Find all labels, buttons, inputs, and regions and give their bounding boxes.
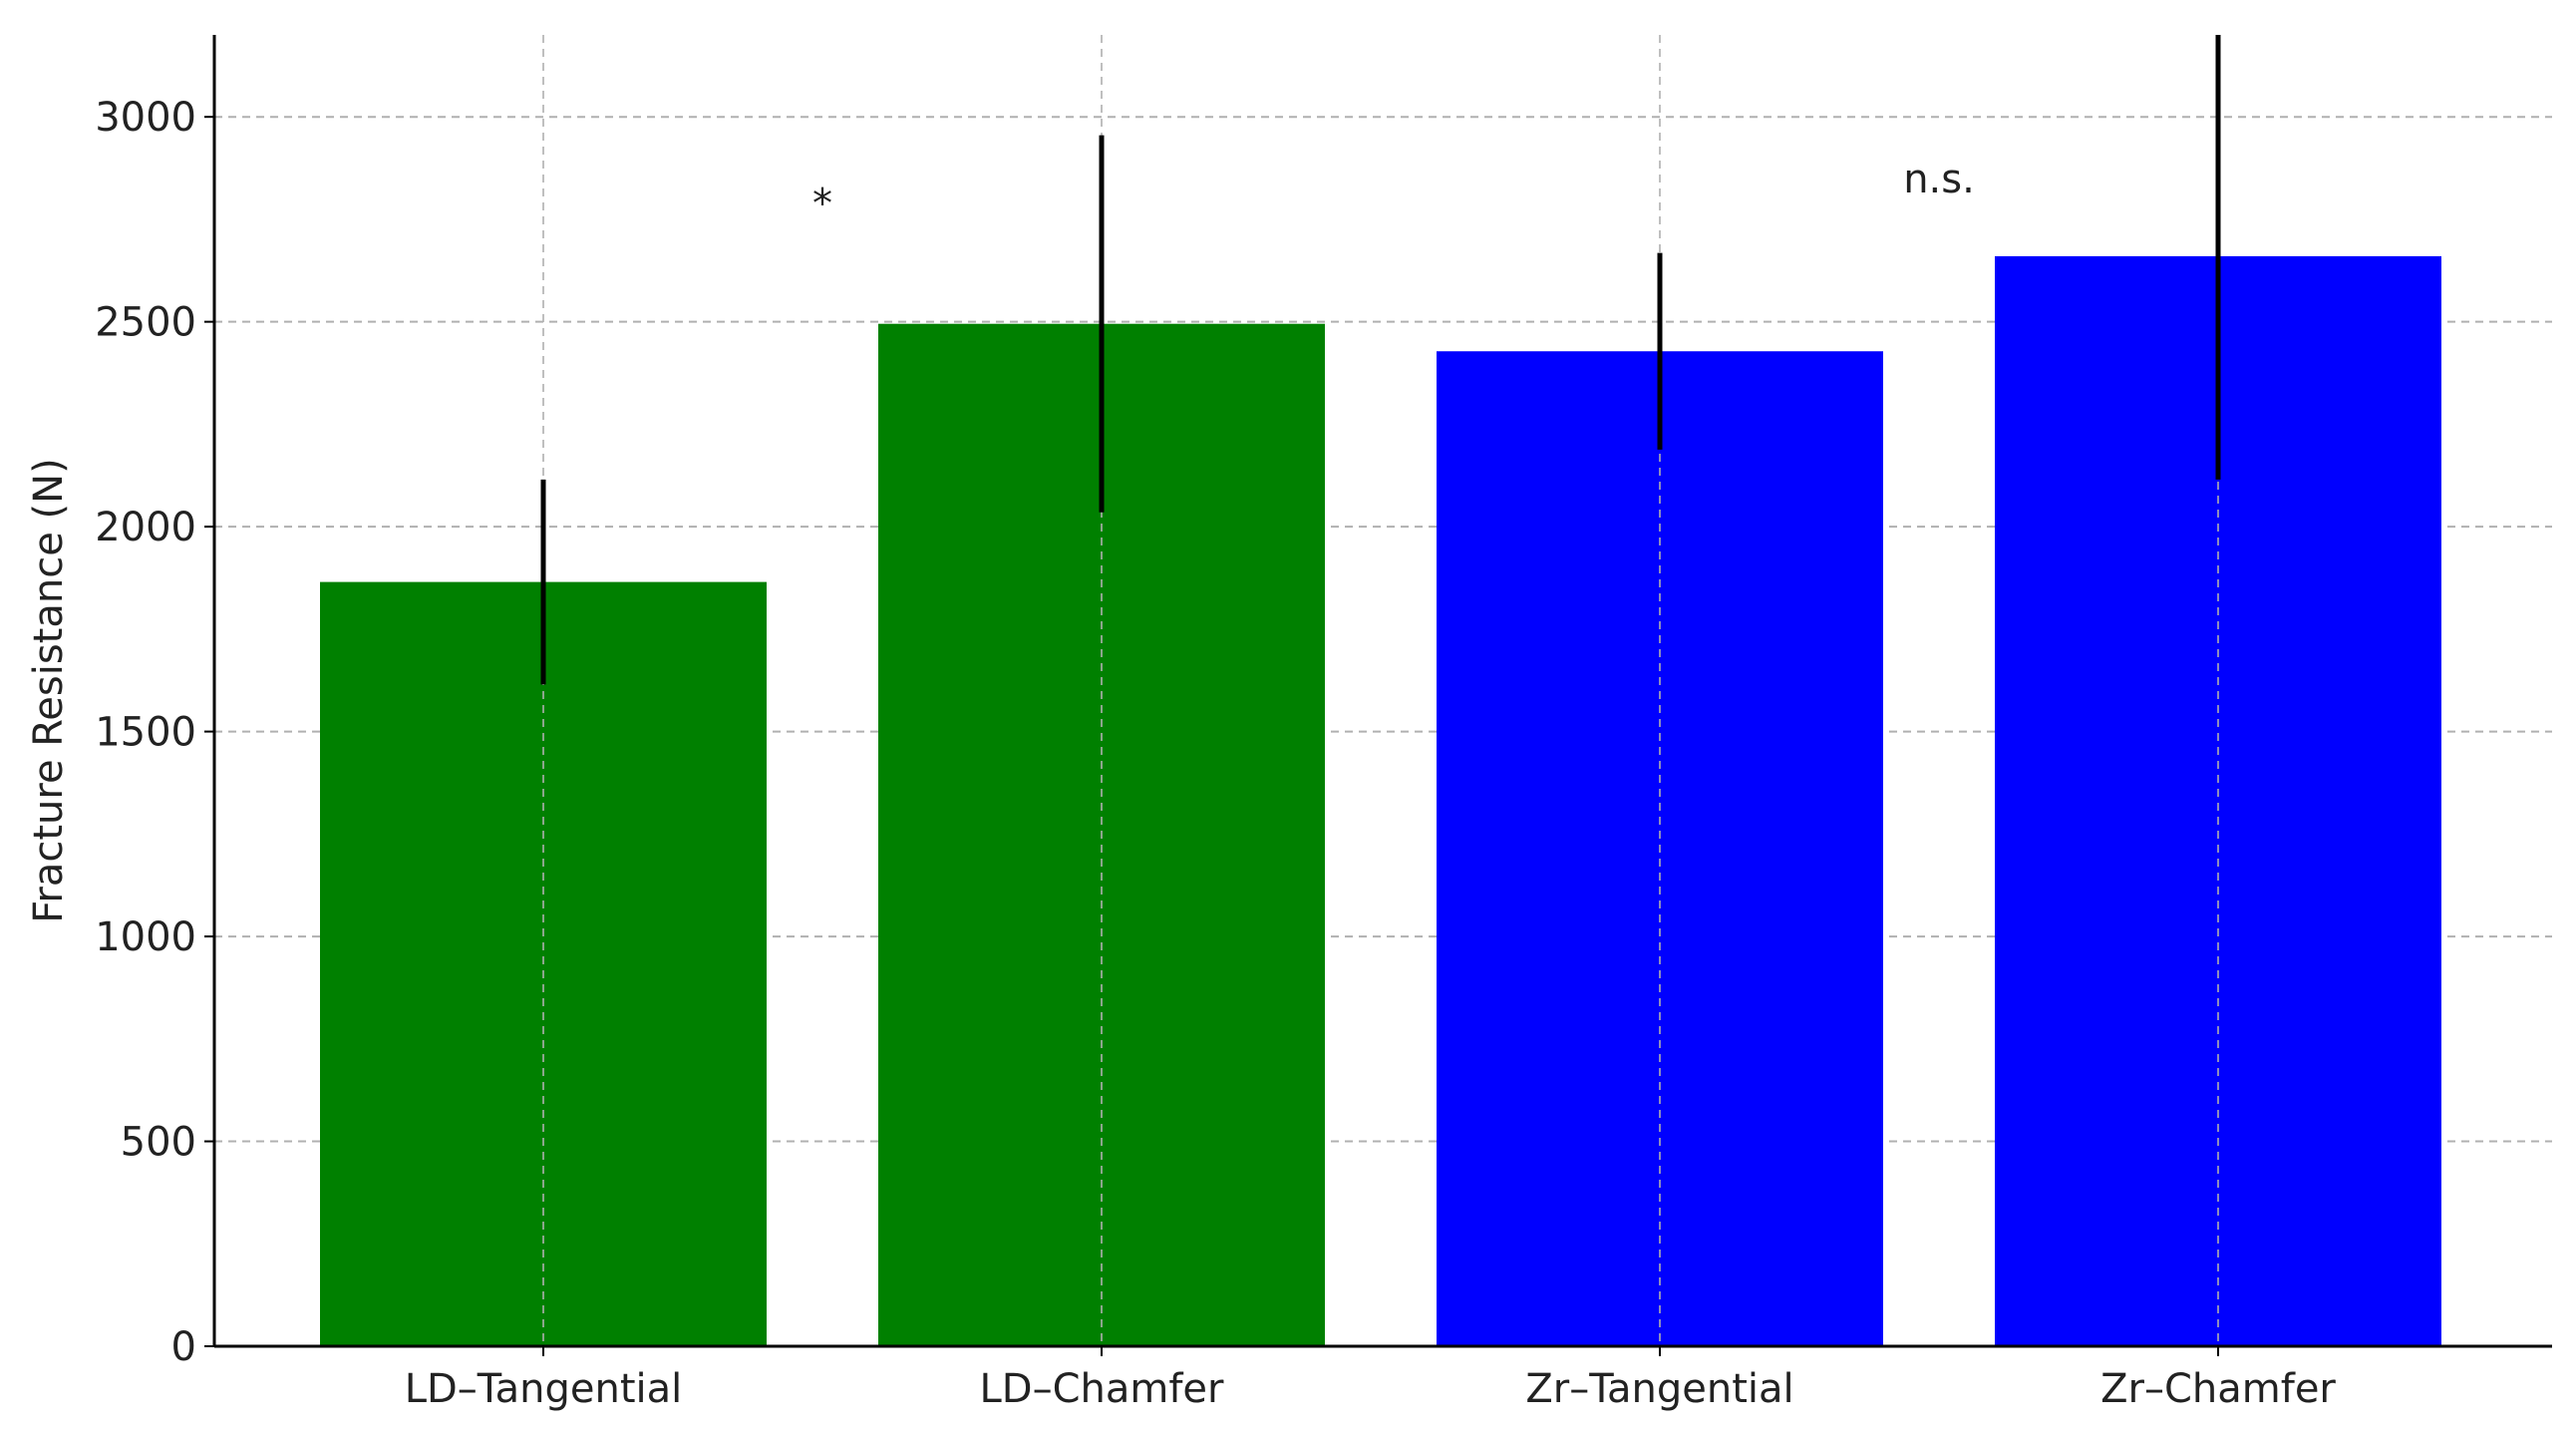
x-tick-label: LD–Tangential bbox=[405, 1366, 683, 1412]
x-tick-label: Zr–Chamfer bbox=[2100, 1366, 2336, 1412]
tick-labels: 0 500 1000 1500 2000 2500 3000 LD–Tangential LD–… bbox=[95, 95, 2336, 1412]
significance-annotation: * bbox=[812, 180, 832, 226]
axes bbox=[212, 35, 2552, 1348]
x-tick-label: Zr–Tangential bbox=[1525, 1366, 1793, 1412]
error-bars bbox=[540, 35, 2221, 685]
y-tick-label: 1500 bbox=[95, 710, 196, 756]
y-axis-label: Fracture Resistance (N) bbox=[26, 458, 72, 922]
vertical-grid-lines bbox=[542, 35, 2219, 1346]
annotations: * n.s. bbox=[812, 157, 1975, 227]
significance-annotation: n.s. bbox=[1903, 157, 1975, 202]
y-tick-label: 3000 bbox=[95, 95, 196, 141]
y-tick-label: 2000 bbox=[95, 505, 196, 550]
y-tick-label: 1000 bbox=[95, 914, 196, 960]
y-tick-label: 500 bbox=[121, 1120, 196, 1166]
bars bbox=[320, 255, 2441, 1346]
x-tick-label: LD–Chamfer bbox=[980, 1366, 1225, 1412]
y-tick-label: 0 bbox=[171, 1324, 196, 1370]
y-tick-label: 2500 bbox=[95, 300, 196, 346]
